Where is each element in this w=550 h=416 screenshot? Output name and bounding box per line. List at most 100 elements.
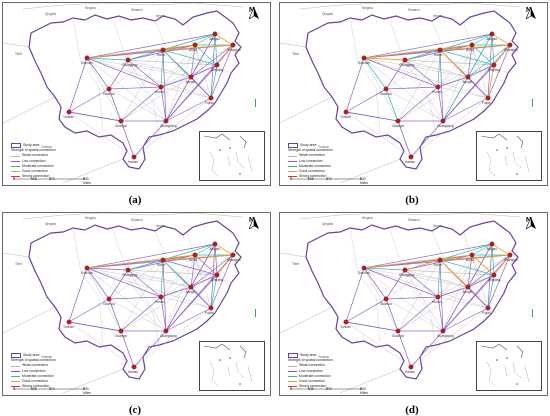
city-label: Yunnan (63, 115, 74, 119)
connection-line (363, 57, 439, 88)
city-node (507, 252, 513, 258)
connection-line (404, 44, 473, 61)
scale-tick-label: 135 (308, 387, 314, 391)
city-label: Guangxi (115, 334, 127, 338)
connection-line (160, 86, 167, 122)
city-node (208, 305, 214, 311)
connection-line (467, 254, 473, 288)
legend-swatch (288, 176, 297, 178)
neighbor-label: Shaanxi (408, 8, 420, 12)
connection-line (437, 76, 469, 88)
map-panel: Sichuan Yunnan Guizhou Chongqing Hubei Hunan G… (2, 212, 271, 396)
city-node (440, 328, 446, 334)
connection-line (165, 274, 218, 332)
connection-line (397, 330, 412, 368)
legend-title: Strength of spatial connection (288, 148, 333, 153)
connection-line (120, 76, 192, 122)
legend-item-label: Weak connection (299, 363, 325, 368)
connection-line (160, 44, 196, 88)
connection-line (467, 44, 511, 78)
connection-line (437, 243, 493, 298)
connection-line (363, 57, 387, 90)
legend-title: Strength of spatial connection (11, 358, 56, 363)
city-node (131, 364, 137, 370)
map-canvas: Sichuan Yunnan Guizhou Chongqing Hubei Hunan G… (280, 213, 521, 394)
city-node (485, 305, 491, 311)
north-label: N (249, 217, 255, 224)
legend-boundary: Study area (288, 353, 333, 359)
connection-line (487, 44, 511, 99)
city-label: Guangdong (160, 124, 177, 128)
legend-swatch (11, 386, 20, 388)
inset-map (199, 131, 265, 181)
study-area-boundary (305, 10, 519, 170)
connection-line (68, 298, 110, 323)
legend-boundary-label: Study area (23, 143, 40, 147)
city-label: Jiangsu (209, 247, 220, 251)
connection-line (363, 57, 406, 61)
connection-line (165, 97, 212, 122)
connection-line (127, 49, 164, 61)
legend-item-label: Strong connection (299, 174, 327, 179)
connection-line (363, 267, 489, 309)
connection-line (86, 57, 129, 61)
connection-line (160, 254, 196, 298)
connection-line (190, 64, 218, 78)
legend-swatch (11, 171, 20, 173)
legend-item: Strong connection (11, 384, 56, 389)
city-node (465, 284, 471, 290)
coast-marker (255, 99, 256, 107)
map-canvas: Sichuan Yunnan Guizhou Chongqing Hubei Hunan G… (280, 3, 521, 184)
legend-item: Strong connection (288, 174, 333, 179)
city-node (435, 84, 441, 90)
connection-line (437, 86, 444, 122)
map-canvas: Sichuan Yunnan Guizhou Chongqing Hubei Hunan G… (3, 3, 244, 184)
study-area-boundary (28, 10, 242, 170)
legend-swatch (11, 155, 20, 157)
panel-caption: (b) (405, 194, 419, 206)
connection-line (437, 254, 473, 298)
legend-item-label: Low connection (22, 368, 46, 373)
north-arrow: N (526, 217, 536, 229)
study-area-boundary (305, 220, 519, 380)
connection-line (108, 88, 122, 122)
legend-item: Moderate connection (11, 374, 56, 379)
legend-item-label: Low connection (299, 368, 323, 373)
city-node (84, 265, 90, 271)
connection-line (165, 286, 192, 332)
neighbor-label: Henan (156, 14, 166, 18)
connection-line (410, 97, 489, 158)
panel-caption: (c) (128, 404, 142, 416)
city-node (163, 328, 169, 334)
connection-line (363, 267, 387, 300)
legend-boundary: Study area (288, 143, 333, 149)
city-label: Guangxi (392, 124, 404, 128)
connection-line (471, 254, 495, 276)
north-arrow-icon (526, 7, 536, 19)
scale-tick-label: 135 (31, 177, 37, 181)
legend-item: Weak connection (11, 363, 56, 368)
legend-swatch (288, 365, 297, 367)
scale-tick-label: 135 (31, 387, 37, 391)
connection-line (345, 321, 412, 368)
connection-line (363, 254, 473, 269)
connection-line (397, 286, 469, 332)
city-label: Hubei (157, 53, 166, 57)
city-node (163, 118, 169, 124)
connection-line (439, 33, 493, 51)
connection-line (108, 269, 129, 300)
connection-line (210, 274, 218, 309)
connection-line (86, 267, 162, 298)
city-node (343, 109, 349, 115)
connection-line (397, 120, 412, 158)
scale-tick-label: 270 (326, 387, 332, 391)
legend: Study area Strength of spatial connection… (11, 143, 56, 179)
city-label: Hunan (432, 300, 442, 304)
neighbor-label: Ningxia (362, 6, 373, 10)
connection-line (68, 88, 110, 113)
inset-islands (203, 343, 253, 387)
connection-line (194, 33, 216, 46)
city-node (106, 296, 112, 302)
neighbor-label: Henan (156, 224, 166, 228)
connection-line (162, 49, 192, 78)
